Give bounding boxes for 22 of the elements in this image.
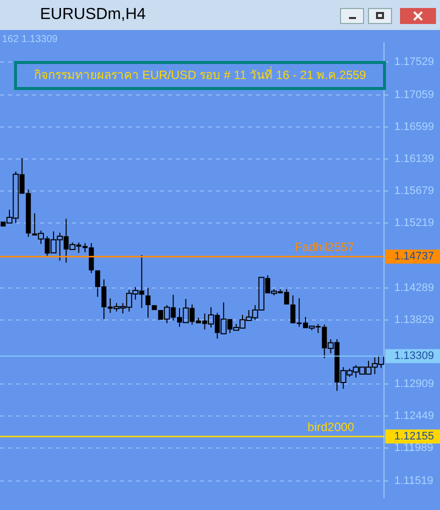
ref-line-label: bird2000 <box>308 420 355 434</box>
y-tick-label: 1.16599 <box>394 120 434 133</box>
y-tick-label: 1.17059 <box>394 88 434 101</box>
ref-line-label: Fadhil2557 <box>294 240 355 254</box>
text: กิจกรรมทายผลราคา EUR/USD รอบ # 11 วันที่ 16 - 21 พ.ค.2559 <box>14 61 386 90</box>
candlestick <box>152 305 157 310</box>
y-tick-label: 1.11989 <box>394 442 434 454</box>
y-tick-label: 1.15219 <box>394 217 434 230</box>
candlestick <box>146 287 151 318</box>
y-tick-label: 1.14289 <box>394 282 434 294</box>
y-tick-label: 1.13829 <box>394 314 434 326</box>
y-tick-label: 1.16139 <box>394 153 434 166</box>
y-tick-label: 1.13309 <box>394 350 434 362</box>
y-tick-label: 1.12909 <box>394 378 434 390</box>
y-tick-label: 1.12449 <box>394 410 434 422</box>
y-tick-label: 1.14737 <box>394 250 434 263</box>
y-tick-label: 1.17529 <box>394 56 434 68</box>
y-tick-label: 1.15679 <box>394 185 434 198</box>
y-tick-label: 1.11519 <box>394 474 434 487</box>
chart-title: EURUSDm,H4 <box>40 6 146 24</box>
annotation: 162 1.13309 <box>2 34 58 45</box>
y-tick-label: 1.12155 <box>394 430 434 442</box>
